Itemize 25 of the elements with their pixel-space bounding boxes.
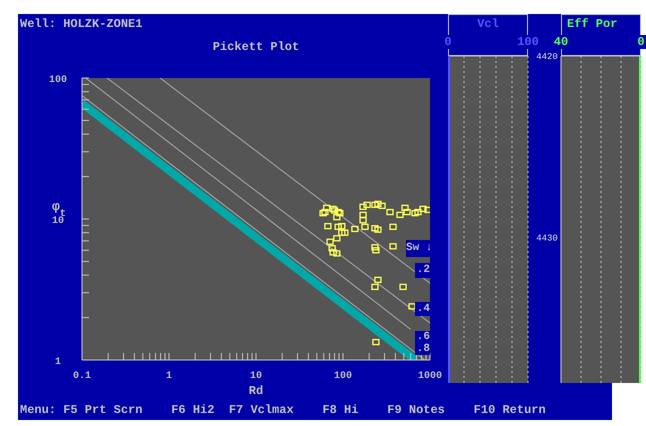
x-tick-label: 100 xyxy=(516,35,540,49)
x-axis-title: Rd xyxy=(248,384,264,398)
x-tick-label: 10 xyxy=(250,371,262,382)
x-tick-label: 0.1 xyxy=(72,371,92,382)
x-tick-label: 100 xyxy=(334,371,352,382)
annotation: .2 xyxy=(415,263,430,278)
x-tick-label: 1000 xyxy=(418,371,442,382)
chart-title: Vcl xyxy=(476,17,500,31)
text: Menu: F5 Prt Scrn F6 Hi2 F7 Vclmax F8 Hi F9 Notes F10 Return xyxy=(20,403,546,417)
y-tick-label: 4420 xyxy=(536,52,558,62)
x-tick-label: 40 xyxy=(552,35,570,49)
y-tick-label: 100 xyxy=(48,75,68,86)
x-tick-label: 0 xyxy=(636,35,646,49)
y-tick-label: 1 xyxy=(54,357,62,368)
x-tick-label: 1 xyxy=(166,371,172,382)
chart-title: Pickett Plot xyxy=(212,40,300,54)
annotation: .8 xyxy=(415,343,430,355)
text: Well: HOLZK-ZONE1 xyxy=(20,17,142,31)
x-tick-label: 0 xyxy=(443,35,453,49)
chart-title: Eff Por xyxy=(567,17,618,31)
annotation: Sw ↓ xyxy=(406,240,432,257)
y-tick-label: 10 xyxy=(52,216,64,227)
y-tick-label: 4430 xyxy=(536,234,558,244)
annotation: .6 xyxy=(415,331,430,343)
annotation: .4 xyxy=(415,302,430,316)
